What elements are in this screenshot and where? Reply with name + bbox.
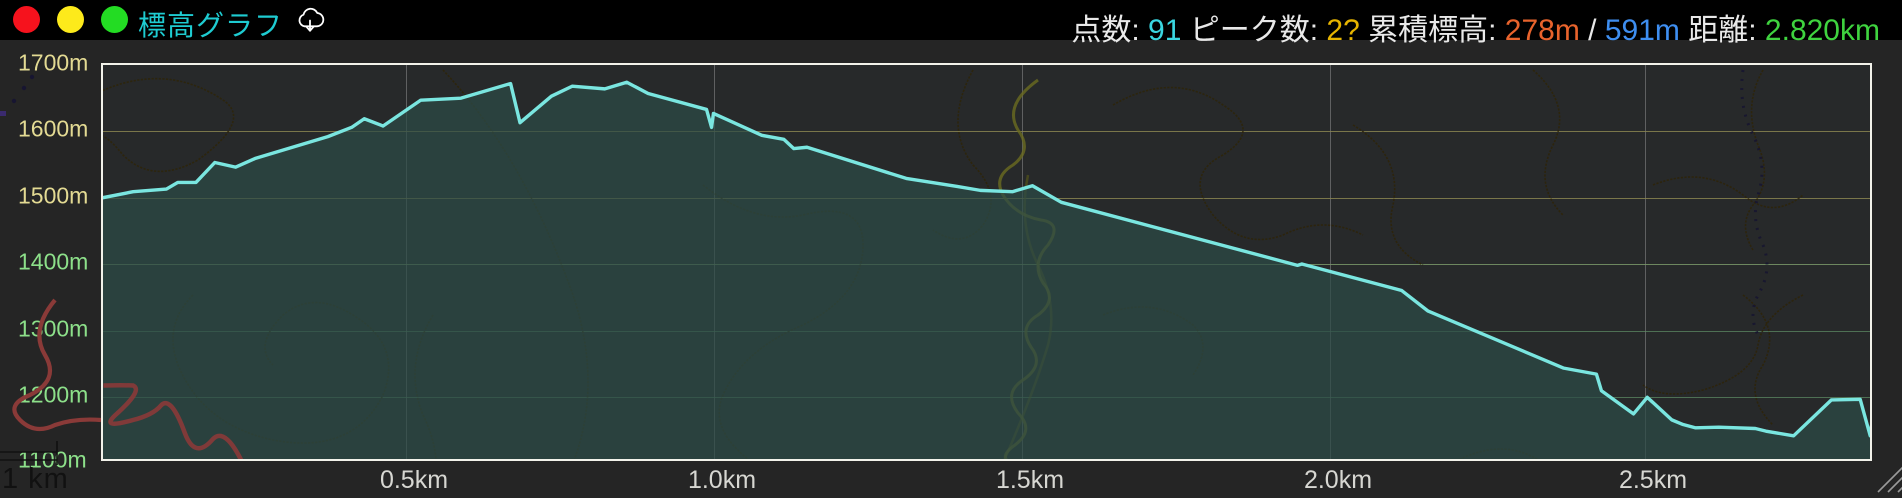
svg-text:1 km: 1 km <box>2 463 69 495</box>
